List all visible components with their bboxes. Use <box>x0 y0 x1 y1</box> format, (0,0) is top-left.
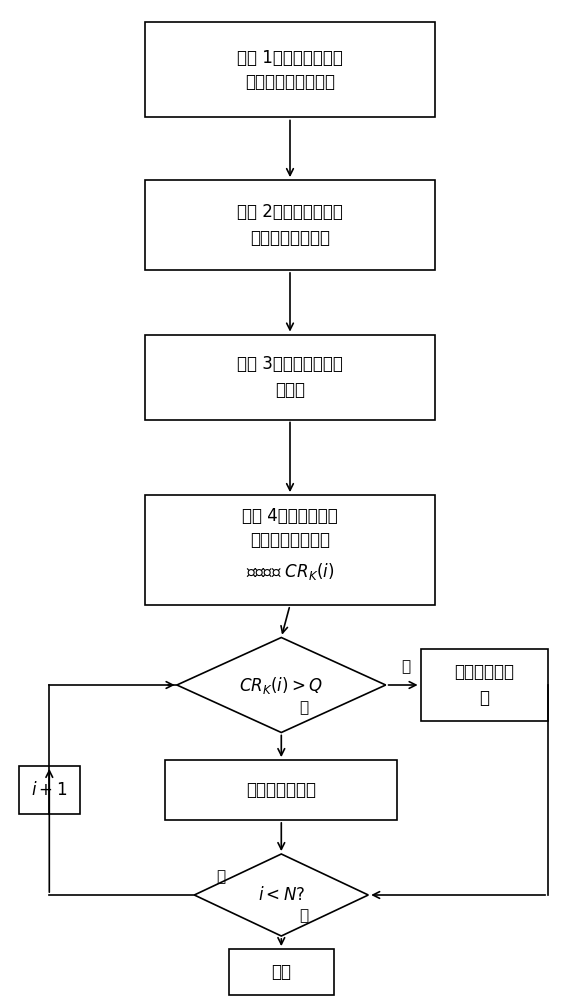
Bar <box>229 949 334 995</box>
Bar <box>145 495 435 605</box>
Text: $CR_K(i)>Q$: $CR_K(i)>Q$ <box>240 674 323 696</box>
Text: $i+1$: $i+1$ <box>31 781 67 799</box>
Text: 步骤 4、标记各连通
区域并计算其相关: 步骤 4、标记各连通 区域并计算其相关 <box>242 506 338 549</box>
Text: 结束: 结束 <box>271 963 291 981</box>
Polygon shape <box>194 854 368 936</box>
Text: 步骤 3、中值滤波去掉
噪声点: 步骤 3、中值滤波去掉 噪声点 <box>237 356 343 398</box>
Text: 性的大小 $CR_K(i)$: 性的大小 $CR_K(i)$ <box>246 562 334 582</box>
Text: 步骤 1、目标视频图像
压缩并转化为灰度图: 步骤 1、目标视频图像 压缩并转化为灰度图 <box>237 48 343 92</box>
Bar <box>145 22 435 117</box>
Text: 是: 是 <box>299 700 308 715</box>
Text: 否: 否 <box>401 660 411 674</box>
Bar <box>145 180 435 270</box>
Text: $i<N?$: $i<N?$ <box>258 886 305 904</box>
Bar <box>165 760 397 820</box>
Text: 剔除此连通区
域: 剔除此连通区 域 <box>454 664 514 706</box>
Polygon shape <box>177 638 386 732</box>
Text: 步骤 2、四帧差分提取
图像中的运动区域: 步骤 2、四帧差分提取 图像中的运动区域 <box>237 204 343 246</box>
Text: 是: 是 <box>216 869 225 884</box>
Bar <box>420 649 548 721</box>
Text: 否: 否 <box>299 908 308 924</box>
Text: 保留此连通区域: 保留此连通区域 <box>246 781 316 799</box>
Bar <box>19 766 80 814</box>
Bar <box>145 334 435 420</box>
